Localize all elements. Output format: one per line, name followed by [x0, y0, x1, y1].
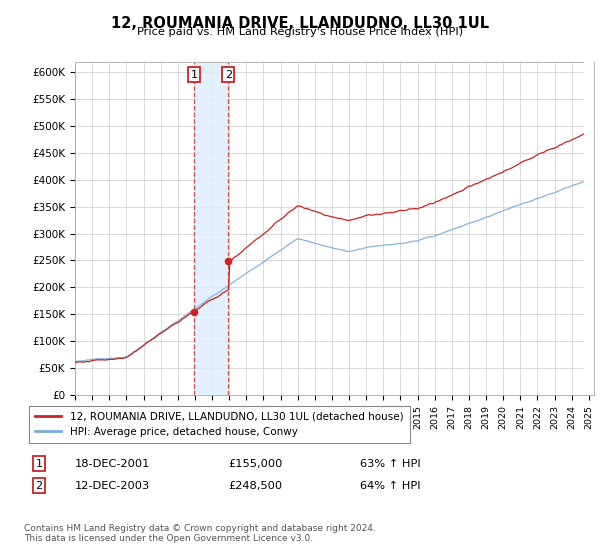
Text: 18-DEC-2001: 18-DEC-2001: [75, 459, 151, 469]
Text: £248,500: £248,500: [228, 480, 282, 491]
Bar: [584, 62, 594, 395]
Text: 2: 2: [35, 480, 43, 491]
Legend: 12, ROUMANIA DRIVE, LLANDUDNO, LL30 1UL (detached house), HPI: Average price, de: 12, ROUMANIA DRIVE, LLANDUDNO, LL30 1UL …: [29, 405, 410, 443]
Text: 63% ↑ HPI: 63% ↑ HPI: [360, 459, 421, 469]
Text: 2: 2: [225, 70, 232, 80]
Text: Contains HM Land Registry data © Crown copyright and database right 2024.
This d: Contains HM Land Registry data © Crown c…: [24, 524, 376, 543]
Text: £155,000: £155,000: [228, 459, 283, 469]
Text: 1: 1: [35, 459, 43, 469]
Text: 12, ROUMANIA DRIVE, LLANDUDNO, LL30 1UL: 12, ROUMANIA DRIVE, LLANDUDNO, LL30 1UL: [111, 16, 489, 31]
Bar: [584, 62, 594, 395]
Bar: [194, 62, 229, 395]
Text: 1: 1: [191, 70, 197, 80]
Text: 64% ↑ HPI: 64% ↑ HPI: [360, 480, 421, 491]
Text: Price paid vs. HM Land Registry's House Price Index (HPI): Price paid vs. HM Land Registry's House …: [137, 27, 463, 37]
Text: 12-DEC-2003: 12-DEC-2003: [75, 480, 150, 491]
